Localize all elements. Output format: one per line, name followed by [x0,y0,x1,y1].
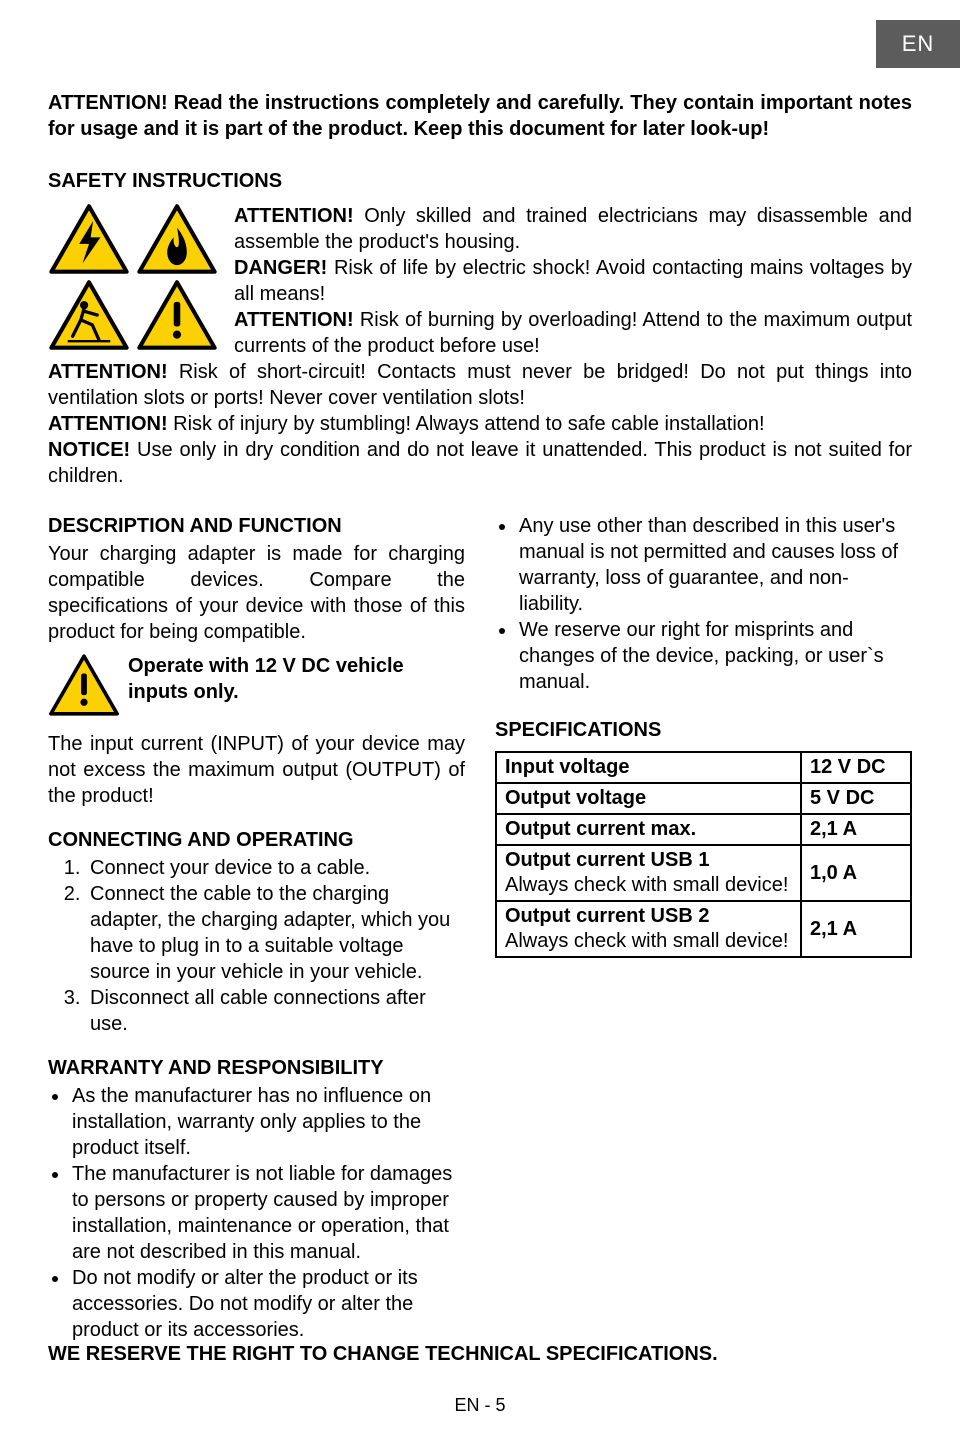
table-row: Input voltage 12 V DC [496,752,911,783]
description-text: Your charging adapter is made for chargi… [48,541,465,645]
attention-label: ATTENTION! [234,205,354,227]
general-warning-icon [136,279,218,351]
right-column: Any use other than described in this use… [495,513,912,1343]
footer-note: WE RESERVE THE RIGHT TO CHANGE TECHNICAL… [48,1343,718,1366]
table-row: Output current USB 1Always check with sm… [496,845,911,901]
callout-text: Operate with 12 V DC vehicle inputs only… [128,653,465,705]
bullet-item: We reserve our right for misprints and c… [517,617,912,695]
spec-label: Output voltage [496,783,801,814]
spec-label: Output current USB 2Always check with sm… [496,901,801,957]
bullet-item: As the manufacturer has no influence on … [70,1083,465,1161]
safety-line-2: Risk of life by electric shock! Avoid co… [234,257,912,305]
step-item: Connect the cable to the charging adapte… [86,881,465,985]
two-column-layout: DESCRIPTION AND FUNCTION Your charging a… [48,513,912,1343]
warranty-bullets: As the manufacturer has no influence on … [48,1083,465,1343]
voltage-callout: Operate with 12 V DC vehicle inputs only… [48,653,465,717]
language-tab: EN [876,20,960,68]
spec-value: 1,0 A [801,845,911,901]
bullet-item: Do not modify or alter the product or it… [70,1265,465,1343]
specifications-heading: SPECIFICATIONS [495,717,912,743]
spec-value: 12 V DC [801,752,911,783]
page: EN ATTENTION! Read the instructions comp… [0,0,960,1436]
spec-label: Output current max. [496,814,801,845]
electric-shock-icon [48,203,130,275]
spec-value: 5 V DC [801,783,911,814]
danger-label: DANGER! [234,257,327,279]
specifications-table: Input voltage 12 V DC Output voltage 5 V… [495,751,912,958]
general-warning-icon [48,653,120,717]
fire-hazard-icon [136,203,218,275]
bullet-item: The manufacturer is not liable for damag… [70,1161,465,1265]
notice-label: NOTICE! [48,439,130,461]
attention-label: ATTENTION! [48,413,168,435]
page-number: EN - 5 [0,1395,960,1416]
trip-hazard-icon [48,279,130,351]
table-row: Output voltage 5 V DC [496,783,911,814]
intro-paragraph: ATTENTION! Read the instructions complet… [48,0,912,142]
safety-block: ATTENTION! Only skilled and trained elec… [48,203,912,489]
connecting-heading: CONNECTING AND OPERATING [48,827,465,853]
safety-heading: SAFETY INSTRUCTIONS [48,170,912,193]
description-heading: DESCRIPTION AND FUNCTION [48,513,465,539]
attention-label: ATTENTION! [234,309,354,331]
table-row: Output current USB 2Always check with sm… [496,901,911,957]
warranty-heading: WARRANTY AND RESPONSIBILITY [48,1055,465,1081]
spec-label: Input voltage [496,752,801,783]
safety-line-4: Risk of short-circuit! Contacts must nev… [48,361,912,409]
step-item: Connect your device to a cable. [86,855,465,881]
connecting-steps: Connect your device to a cable. Connect … [48,855,465,1037]
attention-label: ATTENTION! [48,361,168,383]
table-row: Output current max. 2,1 A [496,814,911,845]
safety-line-6: Use only in dry condition and do not lea… [48,439,912,487]
step-item: Disconnect all cable connections after u… [86,985,465,1037]
spec-value: 2,1 A [801,814,911,845]
hazard-icon-grid [48,203,224,355]
left-column: DESCRIPTION AND FUNCTION Your charging a… [48,513,465,1343]
bullet-item: Any use other than described in this use… [517,513,912,617]
right-top-bullets: Any use other than described in this use… [495,513,912,695]
spec-value: 2,1 A [801,901,911,957]
input-current-note: The input current (INPUT) of your device… [48,731,465,809]
safety-line-5: Risk of injury by stumbling! Always atte… [168,413,765,435]
spec-label: Output current USB 1Always check with sm… [496,845,801,901]
